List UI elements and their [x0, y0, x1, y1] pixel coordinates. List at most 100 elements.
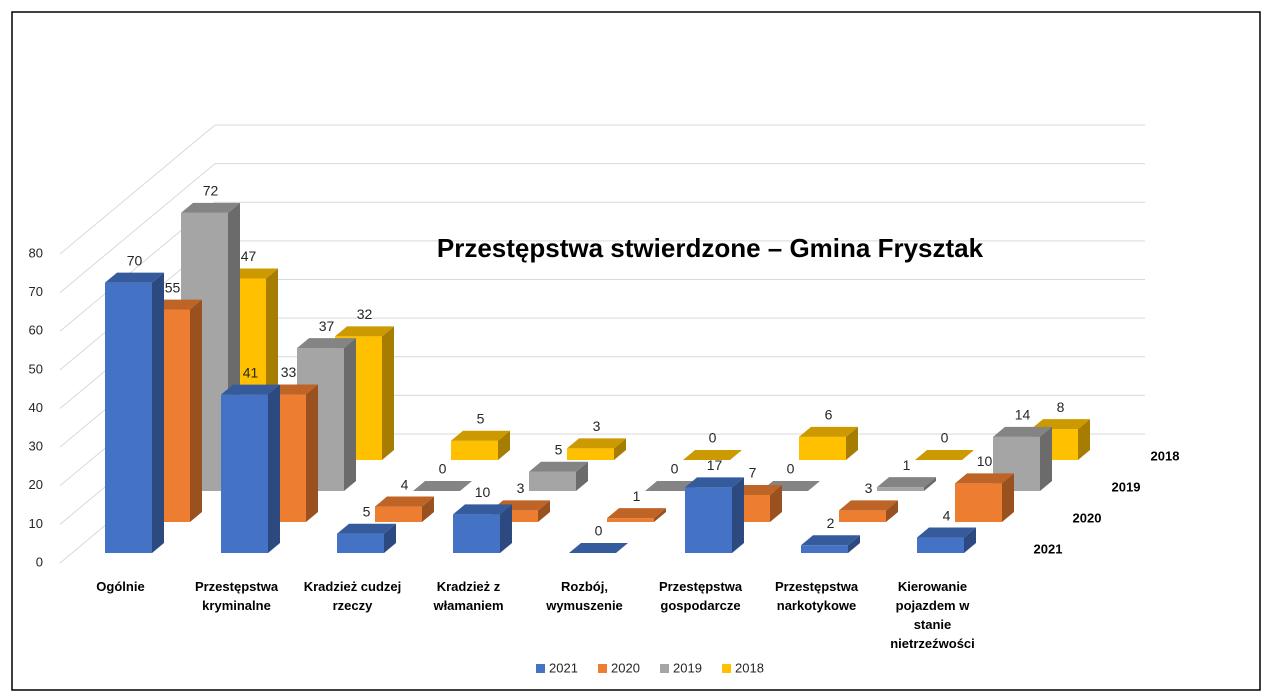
data-label: 33: [281, 364, 297, 380]
bar-top: [529, 461, 588, 472]
bar: [915, 450, 974, 460]
legend-label: 2018: [735, 660, 764, 675]
bar-side: [1002, 473, 1014, 522]
data-label: 6: [825, 407, 833, 423]
grid-line: [59, 124, 216, 255]
bar-side: [614, 438, 626, 460]
bar: [453, 504, 512, 553]
bar: [917, 527, 976, 553]
bar-side: [306, 384, 318, 522]
data-label: 0: [709, 430, 717, 446]
data-label: 0: [671, 461, 679, 477]
bar: [221, 384, 280, 553]
data-label: 0: [439, 461, 447, 477]
bar-front: [451, 440, 498, 460]
grid-line: [59, 163, 216, 294]
bar: [799, 426, 858, 460]
data-label: 0: [941, 430, 949, 446]
bar-top: [839, 500, 898, 511]
bar-top: [221, 384, 280, 395]
bar-top: [337, 523, 396, 534]
legend-swatch: [722, 664, 731, 673]
bar: [685, 477, 744, 553]
bar-front: [567, 448, 614, 460]
data-label: 5: [555, 441, 563, 457]
bar: [839, 500, 898, 522]
data-label: 47: [241, 248, 257, 264]
bar-top: [683, 450, 742, 460]
y-tick-label: 10: [29, 516, 43, 531]
legend-label: 2020: [611, 660, 640, 675]
bar-top: [375, 496, 434, 507]
bar: [993, 426, 1052, 491]
bar-side: [268, 384, 280, 553]
data-label: 41: [243, 364, 259, 380]
bar-top: [799, 426, 858, 437]
depth-label: 2018: [1151, 448, 1180, 463]
bar: [801, 535, 860, 553]
y-tick-label: 70: [29, 284, 43, 299]
bar-front: [529, 471, 576, 491]
bar-front: [375, 506, 422, 522]
bar: [955, 473, 1014, 522]
y-tick-label: 60: [29, 323, 43, 338]
x-tick-label: Kierowanie pojazdem w stanie nietrzeźwoś…: [890, 579, 975, 651]
bar-side: [538, 500, 550, 522]
bar-side: [498, 430, 510, 460]
data-label: 1: [633, 488, 641, 504]
bar-side: [732, 477, 744, 553]
bar: [375, 496, 434, 522]
x-tick-label: Rozbój, wymuszenie: [546, 579, 623, 613]
bar-side: [846, 426, 858, 460]
bar-side: [382, 326, 394, 460]
y-tick-label: 20: [29, 477, 43, 492]
bar-front: [839, 510, 886, 522]
bar-side: [152, 272, 164, 553]
bar-top: [801, 535, 860, 546]
bar-front: [105, 282, 152, 553]
data-label: 70: [127, 252, 143, 268]
bar: [569, 543, 628, 553]
x-tick-label: Przestępstwa kryminalne: [194, 579, 279, 613]
data-label: 3: [593, 418, 601, 434]
bar-top: [877, 477, 936, 488]
bar-side: [576, 461, 588, 491]
data-label: 10: [977, 453, 993, 469]
bar-top: [567, 438, 626, 449]
bar-top: [335, 326, 394, 337]
bar-side: [924, 477, 936, 491]
bar-front: [877, 487, 924, 491]
data-label: 3: [517, 480, 525, 496]
depth-label: 2021: [1034, 541, 1063, 556]
bar-front: [607, 518, 654, 522]
legend-swatch: [660, 664, 669, 673]
data-label: 14: [1015, 407, 1031, 423]
data-label: 5: [363, 503, 371, 519]
bar-front: [491, 510, 538, 522]
x-tick-label: Kradzież cudzej rzeczy: [303, 579, 402, 613]
x-tick-label: Przestępstwa gospodarcze: [658, 579, 743, 613]
bar-top: [297, 338, 356, 349]
x-tick-label: Ogólnie: [96, 579, 145, 594]
data-label: 10: [475, 484, 491, 500]
bar-top: [413, 481, 472, 491]
bar: [877, 477, 936, 491]
data-label: 4: [943, 507, 951, 523]
y-tick-label: 30: [29, 439, 43, 454]
data-label: 32: [357, 306, 373, 322]
data-label: 72: [203, 183, 219, 199]
data-label: 3: [865, 480, 873, 496]
data-label: 0: [595, 523, 603, 539]
bar-side: [344, 338, 356, 491]
bar-side: [422, 496, 434, 522]
data-label: 17: [707, 457, 723, 473]
bar-top: [453, 504, 512, 515]
bar-side: [190, 299, 202, 522]
bar-front: [801, 545, 848, 553]
data-label: 37: [319, 318, 335, 334]
bar: [413, 481, 472, 491]
bar: [105, 272, 164, 553]
bar-top: [451, 430, 510, 441]
data-label: 5: [477, 410, 485, 426]
